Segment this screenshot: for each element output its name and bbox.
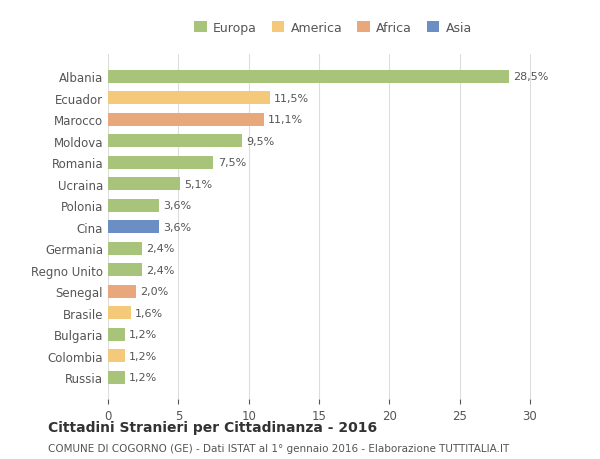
Bar: [108, 242, 142, 255]
Bar: [108, 263, 142, 276]
Text: 28,5%: 28,5%: [513, 72, 548, 82]
Bar: [108, 113, 264, 127]
Bar: [108, 157, 214, 169]
Bar: [108, 221, 158, 234]
Bar: [108, 178, 180, 191]
Text: 3,6%: 3,6%: [163, 222, 191, 232]
Bar: [108, 199, 158, 212]
Text: 11,5%: 11,5%: [274, 94, 309, 104]
Bar: [108, 71, 509, 84]
Text: 9,5%: 9,5%: [246, 136, 274, 146]
Text: COMUNE DI COGORNO (GE) - Dati ISTAT al 1° gennaio 2016 - Elaborazione TUTTITALIA: COMUNE DI COGORNO (GE) - Dati ISTAT al 1…: [48, 443, 509, 453]
Text: 1,2%: 1,2%: [129, 372, 157, 382]
Bar: [108, 307, 131, 319]
Bar: [108, 285, 136, 298]
Bar: [108, 135, 242, 148]
Text: 3,6%: 3,6%: [163, 201, 191, 211]
Bar: [108, 92, 270, 105]
Text: 2,0%: 2,0%: [140, 286, 169, 297]
Legend: Europa, America, Africa, Asia: Europa, America, Africa, Asia: [189, 17, 477, 39]
Bar: [108, 349, 125, 362]
Text: 11,1%: 11,1%: [268, 115, 304, 125]
Bar: [108, 371, 125, 384]
Text: 1,2%: 1,2%: [129, 351, 157, 361]
Bar: [108, 328, 125, 341]
Text: Cittadini Stranieri per Cittadinanza - 2016: Cittadini Stranieri per Cittadinanza - 2…: [48, 420, 377, 434]
Text: 2,4%: 2,4%: [146, 244, 175, 254]
Text: 2,4%: 2,4%: [146, 265, 175, 275]
Text: 5,1%: 5,1%: [184, 179, 212, 189]
Text: 1,2%: 1,2%: [129, 330, 157, 339]
Text: 1,6%: 1,6%: [135, 308, 163, 318]
Text: 7,5%: 7,5%: [218, 158, 246, 168]
